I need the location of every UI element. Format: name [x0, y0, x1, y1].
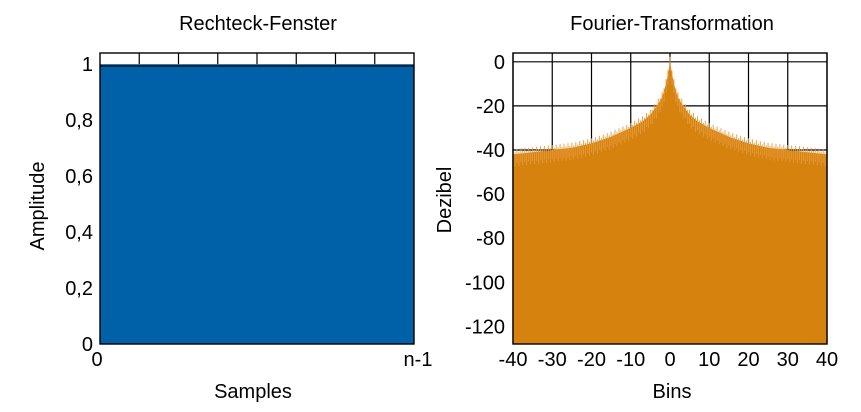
chart2-title: Fourier-Transformation: [570, 13, 774, 35]
chart1-y-tick-label: 0,4: [65, 222, 93, 244]
chart2-y-tick-label: -100: [465, 272, 505, 294]
chart1-y-tick-label: 1: [82, 54, 93, 76]
chart1-y-tick-label: 0,6: [65, 166, 93, 188]
chart2-x-tick-label: 40: [816, 349, 838, 371]
chart2-x-axis-label: Bins: [653, 381, 692, 403]
chart1-x-tick-0: 0: [91, 349, 102, 371]
chart2-y-axis-label: Dezibel: [434, 167, 456, 234]
chart2-x-tick-label: -30: [538, 349, 567, 371]
chart1-title: Rechteck-Fenster: [179, 13, 337, 35]
chart2-x-tick-label: 0: [664, 349, 675, 371]
chart-fourier-transformation: Fourier-Transformation 0-20-40-60-80-100…: [434, 13, 838, 403]
chart1-plot-area: [99, 52, 415, 345]
chart2-x-tick-label: 10: [698, 349, 720, 371]
chart-rechteck-fenster: Rechteck-Fenster 0 0,2 0,4 0,6 0,8 1 0 n-1 Sa…: [27, 13, 432, 403]
chart1-y-tick-label: 0: [82, 334, 93, 356]
chart1-top-band-grid: [138, 53, 376, 65]
chart2-y-tick-label: -20: [476, 96, 505, 118]
chart2-x-tick-label: -10: [616, 349, 645, 371]
chart2-x-tick-label: -40: [499, 349, 528, 371]
chart2-x-tick-label: 30: [777, 349, 799, 371]
chart2-plot-area: [512, 52, 828, 345]
chart2-y-tick-label: -60: [476, 184, 505, 206]
chart2-x-tick-label: 20: [737, 349, 759, 371]
chart1-y-ticks: 0 0,2 0,4 0,6 0,8 1: [65, 54, 93, 356]
chart2-spectrum-area: [513, 61, 827, 345]
chart1-area-fill: [100, 64, 414, 344]
chart2-y-ticks: 0 -20 -40 -60 -80 -100 -120: [465, 52, 505, 339]
chart2-frame: [512, 52, 828, 345]
chart2-x-tick-label: -20: [577, 349, 606, 371]
chart1-frame: [99, 52, 415, 345]
chart1-y-tick-label: 0,8: [65, 110, 93, 132]
chart1-y-axis-label: Amplitude: [27, 162, 49, 251]
chart1-x-tick-n-1: n-1: [404, 349, 433, 371]
chart2-y-tick-label: -40: [476, 140, 505, 162]
chart2-x-ticks: -40 -30 -20 -10 0 10 20 30 40: [499, 349, 839, 371]
chart1-y-tick-label: 0,2: [65, 278, 93, 300]
chart2-y-tick-label: -120: [465, 316, 505, 338]
chart2-y-tick-label: -80: [476, 228, 505, 250]
chart1-x-axis-label: Samples: [214, 381, 292, 403]
chart2-y-tick-label: 0: [494, 52, 505, 74]
